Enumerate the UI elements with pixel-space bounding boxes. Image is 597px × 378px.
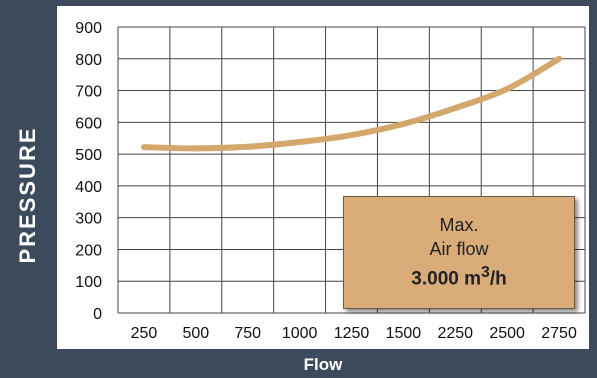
- callout-value-sup: 3: [481, 264, 490, 282]
- y-tick-label: 500: [75, 147, 102, 164]
- series: [140, 55, 563, 152]
- x-tick-label: 500: [182, 325, 209, 342]
- x-tick-label: 2250: [437, 325, 473, 342]
- callout-line2: Air flow: [429, 239, 489, 260]
- y-tick-label: 900: [75, 20, 102, 37]
- x-tick-label: 1000: [282, 325, 318, 342]
- data-point: [299, 142, 300, 143]
- callout-value-number: 3.000 m: [411, 268, 482, 290]
- callout-value: 3.000 m3/h: [411, 261, 506, 291]
- x-ticks: 250 500 750 1000 1250 1500 2250 2500 2750: [131, 325, 577, 342]
- x-axis-label: Flow: [303, 355, 343, 374]
- x-tick-label: 750: [234, 325, 261, 342]
- callout-value-unit: /h: [489, 268, 507, 290]
- data-point: [247, 146, 248, 147]
- callout-line1: Max.: [439, 215, 479, 236]
- x-tick-label: 250: [131, 325, 158, 342]
- y-tick-label: 400: [75, 179, 102, 196]
- y-ticks: 0 100 200 300 400 500 600 700 800 900: [75, 20, 102, 323]
- y-tick-label: 600: [75, 115, 102, 132]
- data-point: [143, 147, 144, 148]
- y-tick-label: 700: [75, 84, 102, 101]
- x-tick-label: 1500: [386, 325, 422, 342]
- max-airflow-callout: Max. Air flow 3.000 m3/h: [343, 196, 575, 309]
- y-tick-label: 0: [93, 306, 102, 323]
- x-tick-label: 2750: [541, 325, 577, 342]
- data-point: [507, 88, 508, 89]
- y-tick-label: 200: [75, 242, 102, 259]
- data-point: [351, 135, 352, 136]
- data-point: [403, 123, 404, 124]
- y-tick-label: 800: [75, 52, 102, 69]
- x-tick-label: 2500: [489, 325, 525, 342]
- series-line: [140, 55, 563, 152]
- y-tick-label: 100: [75, 274, 102, 291]
- y-axis-label: PRESSURE: [15, 126, 40, 264]
- data-point: [455, 108, 456, 109]
- y-tick-label: 300: [75, 211, 102, 228]
- data-point: [559, 58, 560, 59]
- x-tick-label: 1250: [334, 325, 370, 342]
- data-point: [195, 148, 196, 149]
